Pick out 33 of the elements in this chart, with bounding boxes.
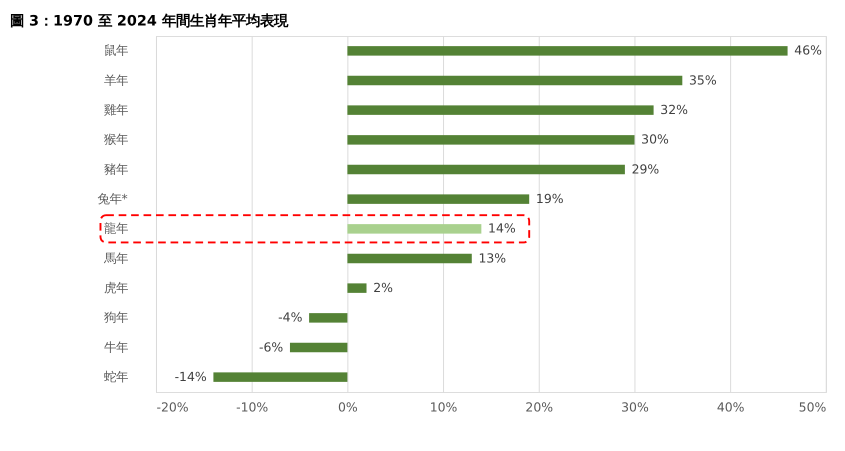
y-tick-label: 兔年* xyxy=(98,190,128,206)
data-label: 14% xyxy=(488,220,516,236)
x-tick-label: 10% xyxy=(430,400,458,415)
data-label: 29% xyxy=(632,161,660,176)
x-tick-label: 0% xyxy=(338,400,358,415)
y-tick-label: 牛年 xyxy=(104,339,128,354)
data-label: 35% xyxy=(689,72,717,88)
x-tick-label: 30% xyxy=(621,400,649,415)
data-label: -4% xyxy=(278,310,303,325)
x-tick-label: 40% xyxy=(716,400,745,415)
y-tick-label: 雞年 xyxy=(104,102,128,117)
y-tick-label: 鼠年 xyxy=(104,42,128,58)
data-label: 32% xyxy=(660,102,688,117)
data-label: 46% xyxy=(794,42,822,58)
data-label: -6% xyxy=(259,339,284,354)
x-tick-label: -20% xyxy=(156,400,189,415)
x-tick-label: 50% xyxy=(798,400,827,415)
y-tick-label: 羊年 xyxy=(104,72,128,88)
x-tick-label: 20% xyxy=(525,400,554,415)
x-tick-label: -10% xyxy=(236,400,268,415)
chart-title: 圖 3：1970 至 2024 年間生肖年平均表現 xyxy=(10,13,289,30)
data-label: 30% xyxy=(641,132,669,147)
y-tick-label: 猴年 xyxy=(104,132,128,147)
data-label: -14% xyxy=(174,368,207,384)
y-tick-label: 蛇年 xyxy=(104,368,128,384)
data-label: 19% xyxy=(536,190,564,206)
y-tick-label: 馬年 xyxy=(102,250,128,266)
y-tick-label: 龍年 xyxy=(104,220,128,236)
y-tick-label: 豬年 xyxy=(104,161,128,176)
data-label: 13% xyxy=(478,250,506,266)
y-tick-label: 虎年 xyxy=(104,280,128,295)
data-label: 2% xyxy=(373,280,394,295)
y-tick-label: 狗年 xyxy=(104,310,128,325)
